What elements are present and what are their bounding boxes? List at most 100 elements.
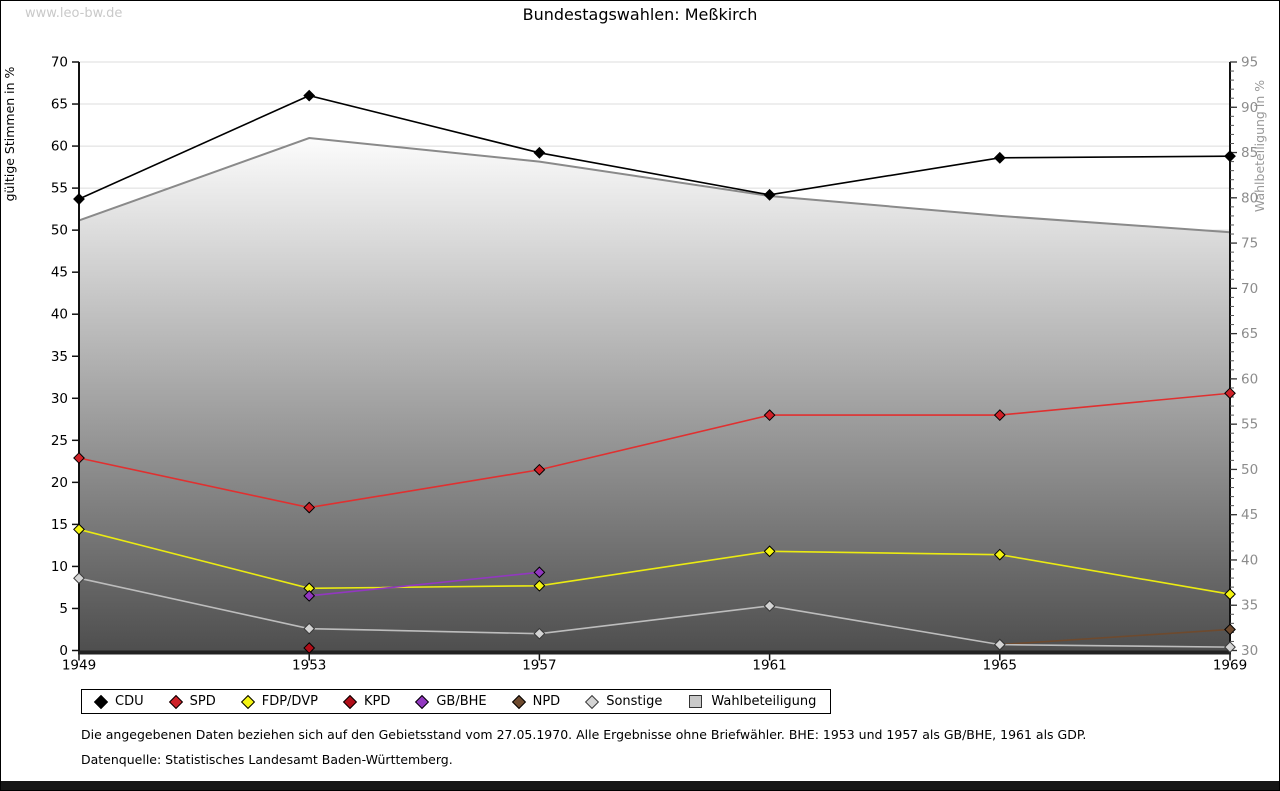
data-point-spd-1953 [303,501,316,514]
legend-item-gb-bhe: GB/BHE [415,694,487,709]
legend-item-fdp-dvp: FDP/DVP [240,694,318,709]
left-tick-label: 15 [51,517,68,533]
y-axis-title-right: Wahlbeteiligung in % [1252,80,1267,212]
data-point-fdp-dvp-1969 [1224,588,1236,601]
left-tick-label: 55 [51,181,68,197]
footnote-datenquelle: Datenquelle: Statistisches Landesamt Bad… [81,752,453,767]
left-tick-label: 0 [59,643,68,659]
series-line-gb-bhe [309,571,540,597]
left-tick-label: 30 [51,391,68,407]
left-tick-label: 5 [59,601,68,617]
data-point-fdp-dvp-1961 [763,545,776,558]
series-line-spd [78,392,1231,509]
right-tick-label: 60 [1241,371,1258,387]
turnout-area-edge [78,137,1231,234]
legend-diamond-icon [342,694,358,709]
legend-label: NPD [532,694,561,709]
x-tick-label: 1953 [292,658,326,674]
right-tick-label: 35 [1241,598,1258,614]
legend-label: SPD [189,694,216,709]
right-tick-label: 45 [1241,507,1258,523]
right-tick-label: 65 [1241,326,1258,342]
right-tick-label: 55 [1241,417,1258,433]
legend-square-icon [689,695,703,708]
legend-diamond-icon [415,694,430,709]
left-tick-label: 45 [51,265,68,281]
data-point-kpd-1953 [303,642,316,654]
data-point-sonstige-1953 [303,622,316,635]
series-line-fdp-dvp [78,528,1231,595]
right-tick-label: 30 [1241,643,1258,659]
legend-diamond-icon [585,694,600,709]
legend-diamond-icon [168,694,183,709]
x-tick-label: 1961 [752,658,786,674]
data-point-cdu-1953 [303,89,316,102]
data-point-cdu-1957 [533,146,546,159]
right-tick-label: 50 [1241,462,1258,478]
left-tick-label: 60 [51,139,68,155]
data-point-gb-bhe-1957 [533,566,546,579]
legend-diamond-icon [511,694,526,709]
data-point-spd-1957 [533,463,546,476]
data-point-npd-1969 [1224,623,1236,636]
x-tick-label: 1965 [983,658,1017,674]
legend-item-npd: NPD [511,694,561,709]
legend-item-cdu: CDU [93,694,144,709]
left-tick-label: 50 [51,223,68,239]
bottom-frame-bar [1,781,1279,790]
data-point-fdp-dvp-1949 [73,523,85,536]
data-point-spd-1965 [993,409,1006,422]
series-line-npd [999,628,1231,646]
left-tick-label: 25 [51,433,68,449]
footnote-gebietsstand: Die angegebenen Daten beziehen sich auf … [81,727,1087,742]
right-tick-label: 75 [1241,236,1258,252]
left-tick-label: 35 [51,349,68,365]
data-point-fdp-dvp-1965 [993,548,1006,561]
left-tick-label: 65 [51,97,68,113]
legend-item-kpd: KPD [342,694,391,709]
left-tick-label: 70 [51,55,68,71]
data-point-spd-1961 [763,409,776,422]
legend-label: FDP/DVP [261,694,318,709]
legend-label: Sonstige [606,694,663,709]
data-point-spd-1969 [1224,387,1236,400]
x-tick-label: 1969 [1213,658,1247,674]
legend-item-spd: SPD [168,694,216,709]
series-line-cdu [78,94,1231,200]
legend-label: CDU [115,694,144,709]
y-axis-title-left: gültige Stimmen in % [2,66,17,201]
legend-label: KPD [363,694,391,709]
data-point-fdp-dvp-1957 [533,579,546,592]
data-point-sonstige-1957 [533,627,546,640]
legend-diamond-icon [93,694,109,709]
data-point-cdu-1961 [763,188,776,201]
legend-diamond-icon [240,694,255,709]
data-point-sonstige-1961 [763,600,776,612]
legend-item-wahlbeteiligung: Wahlbeteiligung [689,694,816,709]
right-tick-label: 70 [1241,281,1258,297]
data-point-sonstige-1965 [993,638,1006,651]
legend-item-sonstige: Sonstige [585,694,663,709]
right-tick-label: 80 [1241,190,1258,206]
data-point-cdu-1965 [993,151,1006,164]
site-watermark: www.leo-bw.de [25,6,123,21]
right-tick-label: 95 [1241,55,1258,71]
data-point-sonstige-1969 [1224,641,1236,654]
x-tick-label: 1949 [62,658,96,674]
legend-label: GB/BHE [436,694,487,709]
turnout-area [79,138,1230,651]
right-tick-label: 85 [1241,145,1258,161]
data-point-sonstige-1949 [73,572,85,585]
x-tick-label: 1957 [522,658,556,674]
data-point-cdu-1969 [1224,150,1236,163]
left-tick-label: 10 [51,559,68,575]
left-tick-label: 40 [51,307,68,323]
chart-legend: CDU SPD FDP/DVP KPD GB/BHE NPD Sonstige Wahlbet… [81,689,832,714]
data-point-gb-bhe-1953 [303,589,316,602]
chart-title: Bundestagswahlen: Meßkirch [522,5,758,24]
left-tick-label: 20 [51,475,68,491]
legend-label: Wahlbeteiligung [711,694,817,709]
data-point-spd-1949 [73,452,85,464]
